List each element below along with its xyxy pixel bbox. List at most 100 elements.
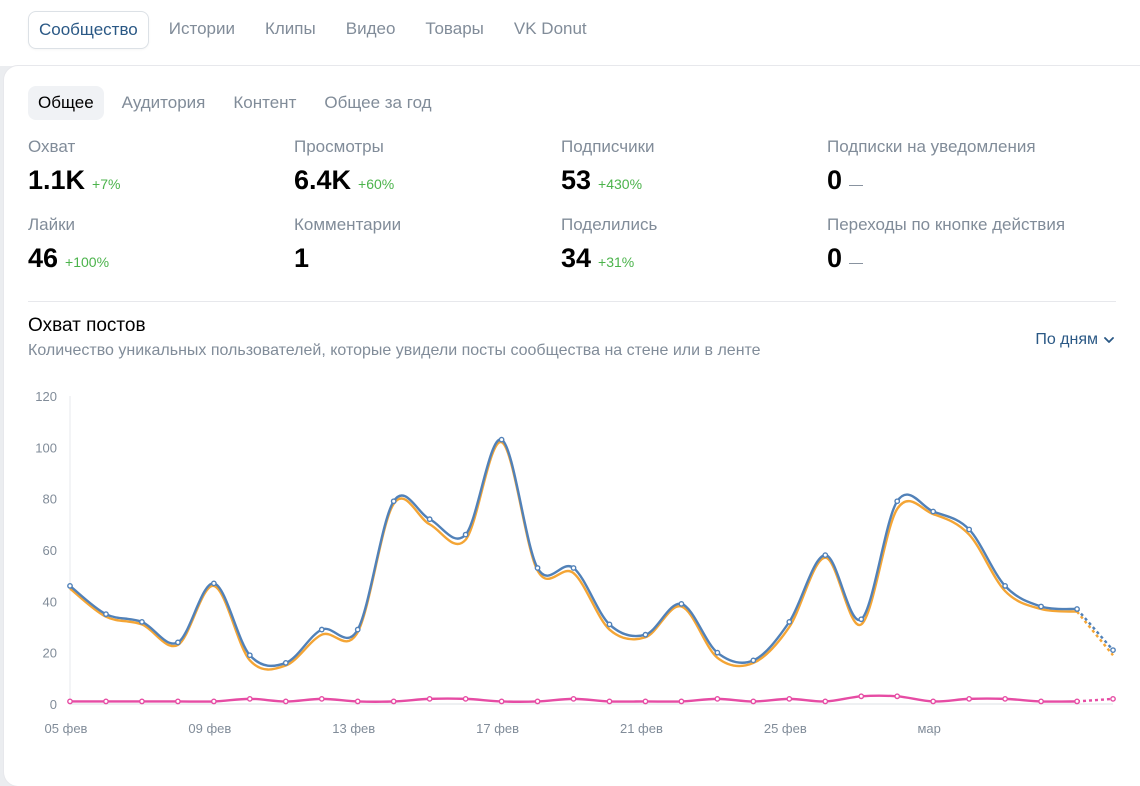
section-divider: [28, 301, 1116, 302]
data-point: [318, 695, 325, 702]
subtab-general[interactable]: Общее: [28, 86, 104, 120]
series-line: [69, 438, 1078, 668]
data-point: [822, 698, 829, 705]
tab-stories[interactable]: Истории: [168, 19, 235, 38]
tab-video[interactable]: Видео: [345, 19, 396, 38]
y-tick-label: 100: [35, 440, 57, 455]
series-line: [69, 441, 1078, 671]
metric-views: Просмотры 6.4K +60%: [294, 137, 394, 196]
data-point: [354, 698, 361, 705]
metric-comments: Комментарии 1: [294, 215, 401, 274]
data-point: [1110, 695, 1116, 702]
x-tick-label: 09 фев: [188, 721, 231, 736]
metric-value: 34: [561, 243, 592, 273]
data-point: [606, 621, 613, 628]
metric-reach: Охват 1.1K +7%: [28, 137, 120, 196]
data-point: [462, 531, 469, 538]
period-dropdown[interactable]: По дням: [1035, 331, 1114, 349]
stats-card: [4, 66, 1140, 786]
metric-value: 1: [294, 243, 310, 273]
data-point: [858, 616, 865, 623]
metric-value: 0: [827, 243, 843, 273]
data-point: [714, 649, 721, 656]
metric-action-button-clicks: Переходы по кнопке действия 0 —: [827, 215, 1065, 274]
x-tick-label: 25 фев: [764, 721, 807, 736]
metric-label: Охват: [28, 137, 76, 156]
data-point: [282, 698, 289, 705]
data-point: [390, 498, 397, 505]
data-point: [570, 565, 577, 571]
subtab-audience[interactable]: Аудитория: [121, 93, 206, 112]
data-point: [282, 660, 289, 666]
tab-vk-donut[interactable]: VK Donut: [513, 19, 587, 38]
data-point: [858, 693, 865, 700]
sub-tabs: Общее Аудитория Контент Общее за год: [28, 86, 450, 120]
metric-delta: +430%: [598, 176, 643, 192]
subtab-content[interactable]: Контент: [233, 93, 297, 112]
data-point: [678, 698, 685, 705]
data-point: [1038, 698, 1044, 705]
data-point: [354, 626, 361, 633]
data-point: [894, 693, 901, 700]
y-tick-label: 40: [43, 594, 57, 609]
data-point: [930, 508, 937, 515]
metric-value: 1.1K: [28, 165, 86, 195]
top-nav-bar: Сообщество Истории Клипы Видео Товары VK…: [0, 0, 1140, 66]
data-point: [786, 695, 793, 702]
data-point: [678, 600, 685, 607]
y-tick-label: 20: [43, 646, 57, 661]
x-tick-label: 21 фев: [620, 721, 663, 736]
metric-value: 46: [28, 243, 59, 273]
data-point: [67, 698, 73, 705]
top-tabs: Сообщество Истории Клипы Видео Товары VK…: [28, 11, 607, 49]
data-point: [67, 583, 73, 589]
data-point: [534, 565, 541, 571]
metric-label: Поделились: [561, 215, 658, 234]
period-label: По дням: [1035, 331, 1098, 348]
data-point: [246, 695, 253, 702]
data-point: [139, 618, 145, 625]
data-point: [498, 698, 505, 705]
data-point: [498, 436, 505, 443]
subtab-year-overview[interactable]: Общее за год: [324, 93, 432, 112]
metric-label: Подписки на уведомления: [827, 137, 1036, 156]
data-point: [1002, 583, 1009, 589]
metric-label: Подписчики: [561, 137, 655, 156]
series-forecast-segment: [1076, 608, 1114, 651]
metric-label: Лайки: [28, 215, 76, 234]
metric-value: 0: [827, 165, 843, 195]
metric-delta: +60%: [358, 176, 395, 192]
data-point: [103, 611, 109, 618]
data-point: [1074, 698, 1080, 705]
tab-clips[interactable]: Клипы: [264, 19, 316, 38]
data-point: [426, 516, 433, 523]
tab-goods[interactable]: Товары: [425, 19, 484, 38]
data-point: [1110, 647, 1116, 653]
data-point: [714, 695, 721, 702]
data-point: [750, 698, 757, 705]
data-point: [318, 626, 325, 633]
metric-delta: —: [849, 254, 864, 270]
metric-label: Переходы по кнопке действия: [827, 215, 1066, 234]
metric-shares: Поделились 34 +31%: [561, 215, 657, 274]
data-point: [462, 695, 469, 702]
data-point: [642, 631, 649, 638]
data-point: [174, 698, 181, 705]
metric-delta: +7%: [92, 176, 121, 192]
data-point: [174, 639, 181, 646]
metric-value: 6.4K: [294, 165, 352, 195]
chart-subtitle: Количество уникальных пользователей, кот…: [28, 342, 761, 359]
data-point: [750, 657, 757, 664]
data-point: [786, 618, 793, 625]
data-point: [894, 498, 901, 505]
tab-community[interactable]: Сообщество: [28, 11, 149, 49]
data-point: [1074, 606, 1080, 612]
reach-line-chart[interactable]: 0 20 40 60 80 100 120 05 фев 09 фев 13 фев 17 фев 2…: [0, 380, 1140, 750]
metric-notification-subscriptions: Подписки на уведомления 0 —: [827, 137, 1036, 196]
metric-delta: +100%: [65, 254, 110, 270]
x-tick-label: 13 фев: [332, 721, 375, 736]
data-point: [390, 698, 397, 705]
series-forecast-segment: [1076, 697, 1114, 703]
y-tick-label: 80: [43, 492, 57, 507]
y-tick-label: 60: [43, 543, 57, 558]
